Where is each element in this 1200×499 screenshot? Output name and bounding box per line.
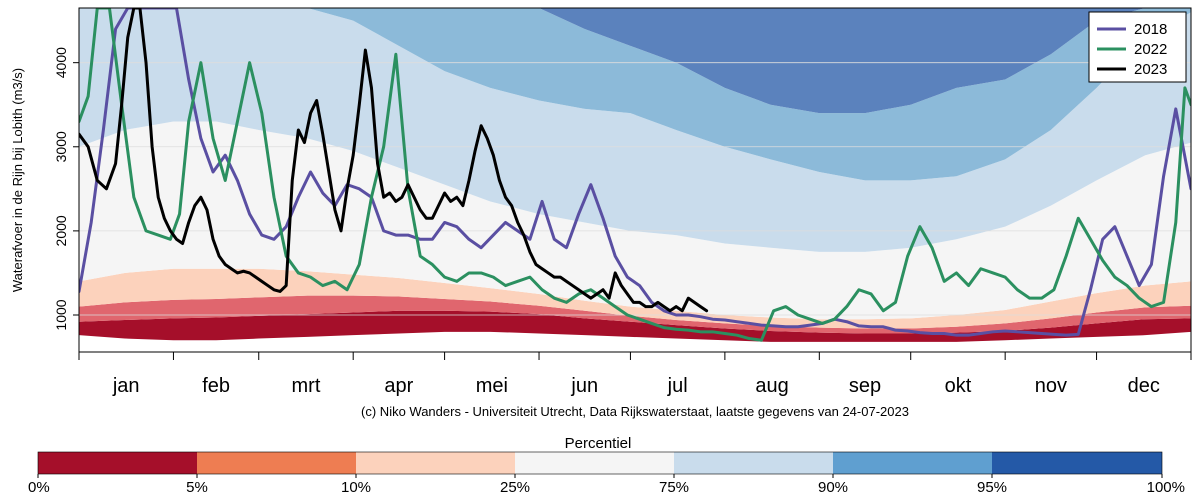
x-tick-label: jan (112, 375, 140, 397)
x-axis: jan feb mrt apr mei jun jul aug sep okt nov dec (78, 352, 1192, 397)
x-tick-label: apr (384, 375, 413, 397)
series-lines (79, 8, 1191, 342)
colorbar-label: 5% (186, 479, 208, 494)
legend-label-2018: 2018 (1134, 21, 1167, 38)
colorbar: 0% 5% 10% 25% 75% 90% 95% 100% (28, 451, 1185, 496)
colorbar-segment (674, 452, 833, 474)
legend: 2018 2022 2023 (1088, 11, 1187, 83)
x-tick-label: mei (476, 375, 508, 397)
colorbar-segment (197, 452, 356, 474)
colorbar-segment (38, 452, 197, 474)
series-line-2018 (79, 8, 1191, 337)
percentile-bands (79, 8, 1191, 342)
x-tick-label: mrt (292, 375, 321, 397)
colorbar-segment (356, 452, 515, 474)
band-10-25 (79, 268, 1191, 329)
y-tick-label: 4000 (53, 47, 69, 78)
colorbar-label: 25% (500, 479, 530, 494)
colorbar-segment (992, 452, 1162, 474)
legend-label-2023: 2023 (1134, 61, 1167, 78)
band-5-10 (79, 295, 1191, 334)
band-90-95 (79, 8, 1191, 181)
credit-text: (c) Niko Wanders - Universiteit Utrecht,… (361, 404, 909, 419)
x-tick-label: jul (667, 375, 688, 397)
plot-frame (78, 7, 1192, 353)
colorbar-title: Percentiel (565, 435, 632, 452)
colorbar-label: 90% (818, 479, 848, 494)
y-tick-label: 1000 (53, 299, 69, 330)
y-axis-label: Waterafvoer in de Rijn bij Lobith (m3/s) (10, 68, 25, 292)
band-0-5 (79, 310, 1191, 342)
colorbar-segment (833, 452, 992, 474)
gridlines (79, 62, 1191, 316)
x-tick-label: nov (1035, 375, 1067, 397)
x-tick-label: feb (202, 375, 230, 397)
band-95-100 (79, 8, 1191, 114)
y-tick-label: 2000 (53, 215, 69, 246)
x-tick-label: aug (755, 375, 788, 397)
colorbar-frame (37, 451, 1163, 475)
x-tick-label: dec (1128, 375, 1160, 397)
y-tick-label: 3000 (53, 131, 69, 162)
legend-label-2022: 2022 (1134, 41, 1167, 58)
colorbar-label: 95% (977, 479, 1007, 494)
colorbar-label: 0% (28, 479, 50, 494)
colorbar-label: 75% (659, 479, 689, 494)
series-line-2022 (79, 8, 1191, 342)
y-axis: 1000 2000 3000 4000 (53, 47, 79, 331)
colorbar-segment (515, 452, 674, 474)
x-tick-label: sep (849, 375, 881, 397)
colorbar-label: 100% (1147, 479, 1185, 494)
series-line-2023 (79, 8, 709, 313)
x-tick-label: okt (945, 375, 972, 397)
colorbar-label: 10% (341, 479, 371, 494)
x-tick-label: jun (570, 375, 598, 397)
band-75-90 (79, 8, 1191, 252)
